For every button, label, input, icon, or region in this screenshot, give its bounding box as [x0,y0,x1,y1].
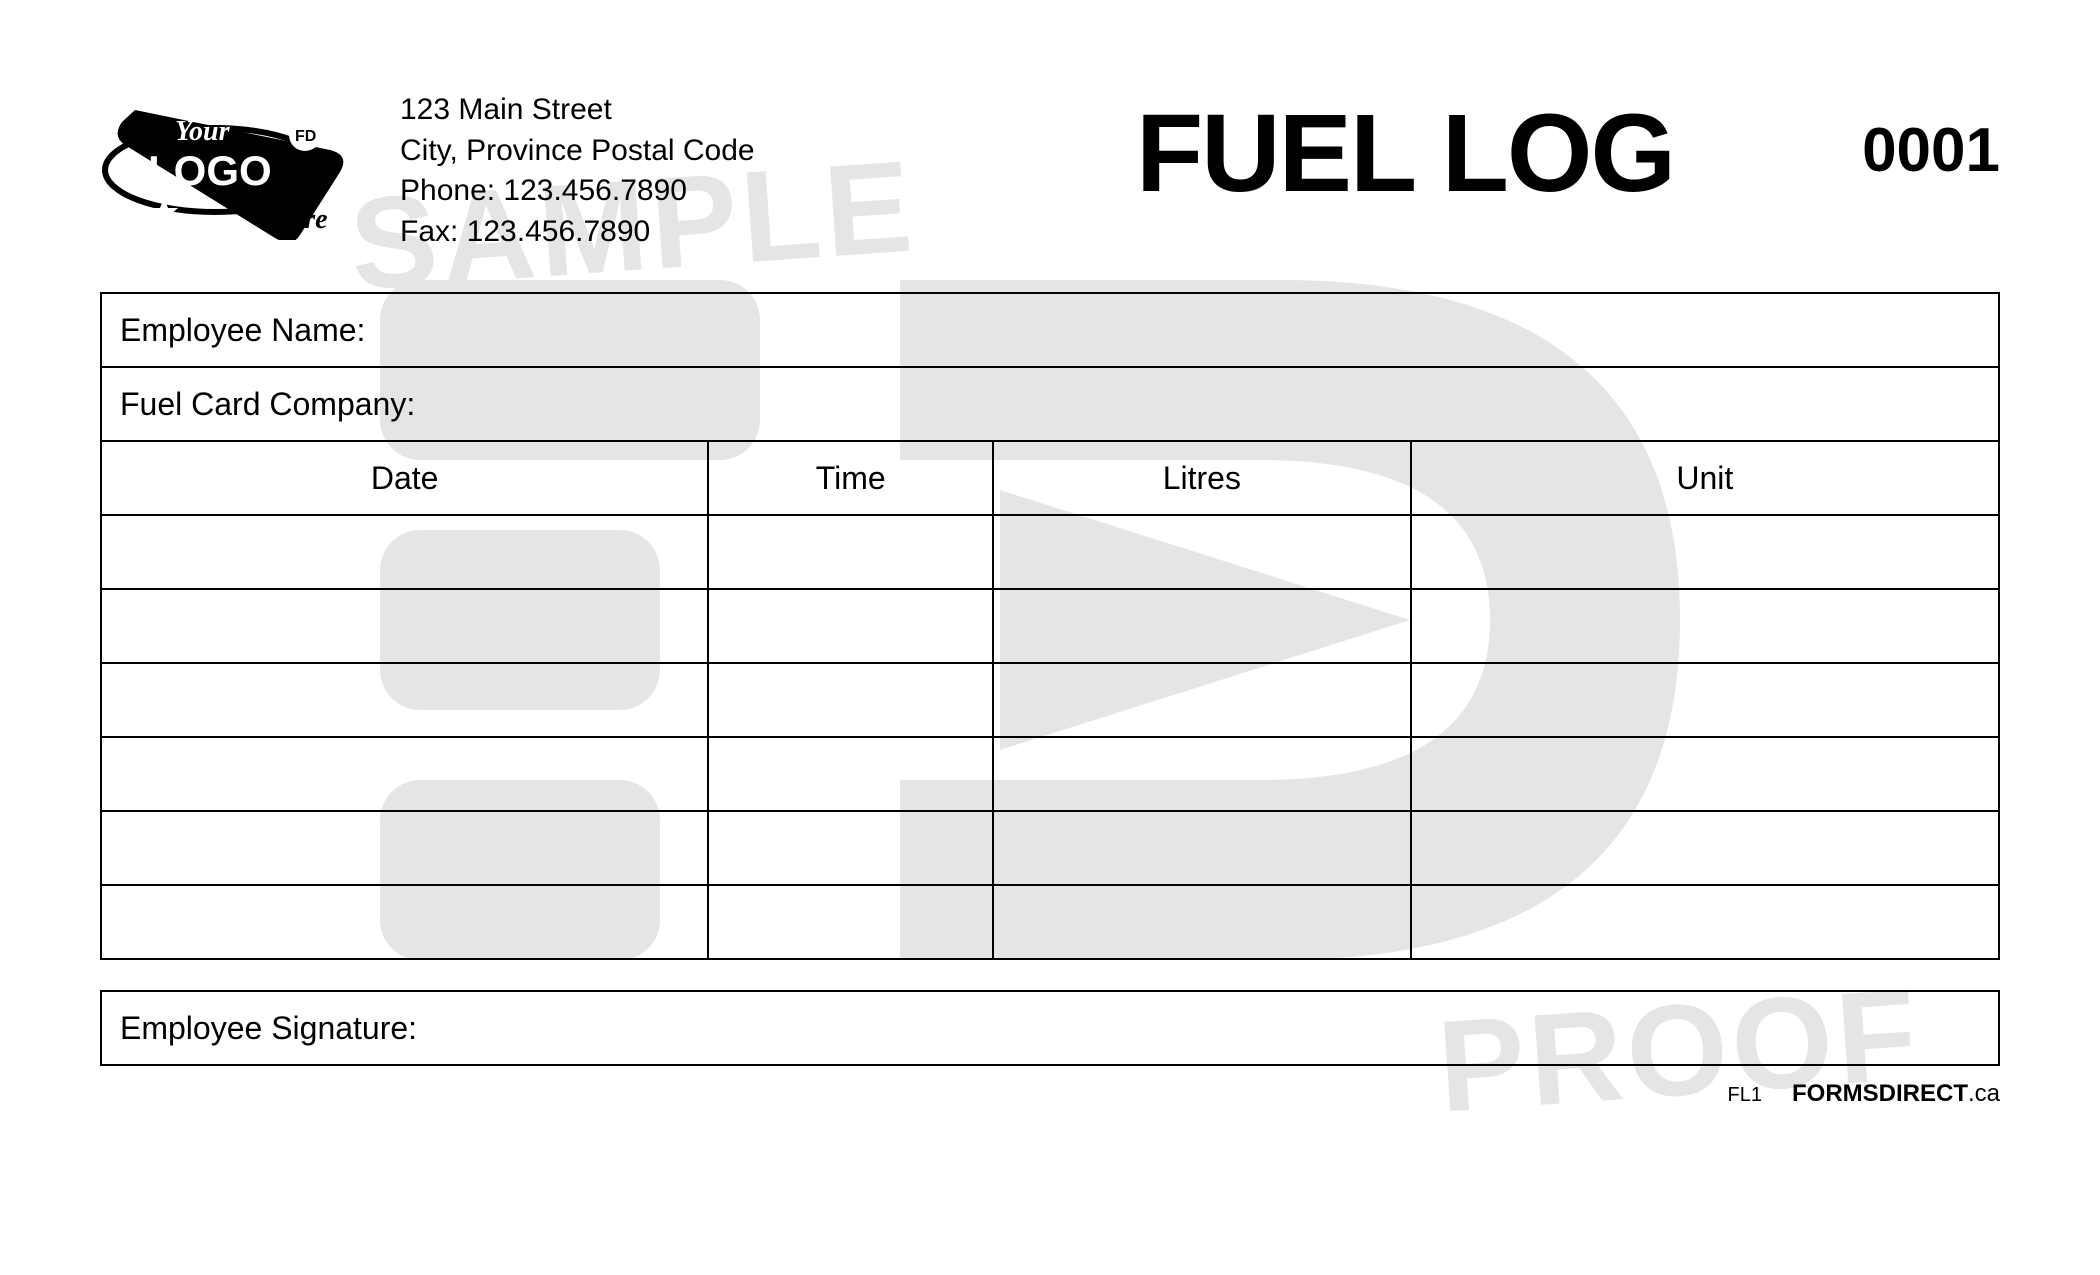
footer-brand-name: FORMSDIRECT [1792,1080,1968,1107]
cell-unit [1411,663,1999,737]
cell-unit [1411,589,1999,663]
svg-text:LOGO: LOGO [148,147,272,194]
svg-text:FD: FD [295,128,316,145]
cell-litres [993,589,1411,663]
fuel-card-label: Fuel Card Company: [101,367,1999,441]
cell-unit [1411,885,1999,959]
address-fax: Fax: 123.456.7890 [400,212,1070,253]
cell-litres [993,737,1411,811]
cell-date [101,515,708,589]
signature-table: Employee Signature: [100,990,2000,1066]
address-street: 123 Main Street [400,90,1070,131]
employee-name-label: Employee Name: [101,293,1999,367]
form-number: 0001 [1740,90,2000,186]
cell-date [101,885,708,959]
column-header-date: Date [101,441,708,515]
form-title: FUEL LOG [1070,90,1740,217]
column-header-unit: Unit [1411,441,1999,515]
logo-placeholder: Your LOGO Here FD [100,90,400,245]
cell-date [101,737,708,811]
fuel-log-table: Employee Name: Fuel Card Company: Date T… [100,292,2000,960]
cell-time [708,737,993,811]
cell-unit [1411,811,1999,885]
cell-litres [993,885,1411,959]
cell-time [708,663,993,737]
company-address: 123 Main Street City, Province Postal Co… [400,90,1070,252]
column-header-litres: Litres [993,441,1411,515]
column-header-time: Time [708,441,993,515]
cell-date [101,589,708,663]
logo-icon: Your LOGO Here FD [100,90,380,240]
cell-time [708,811,993,885]
svg-text:Here: Here [269,204,328,235]
signature-label: Employee Signature: [101,991,1999,1065]
footer-form-code: FL1 [1728,1084,1762,1107]
cell-time [708,885,993,959]
cell-date [101,663,708,737]
cell-litres [993,811,1411,885]
cell-date [101,811,708,885]
cell-litres [993,663,1411,737]
cell-time [708,589,993,663]
cell-litres [993,515,1411,589]
address-city: City, Province Postal Code [400,131,1070,172]
address-phone: Phone: 123.456.7890 [400,171,1070,212]
header: Your LOGO Here FD 123 Main Street City, … [100,90,2000,252]
footer-brand: FORMSDIRECT.ca [1792,1080,2000,1108]
cell-unit [1411,737,1999,811]
svg-text:Your: Your [175,116,231,147]
footer-brand-ext: .ca [1968,1080,2000,1107]
cell-unit [1411,515,1999,589]
footer: FL1 FORMSDIRECT.ca [100,1080,2000,1108]
cell-time [708,515,993,589]
